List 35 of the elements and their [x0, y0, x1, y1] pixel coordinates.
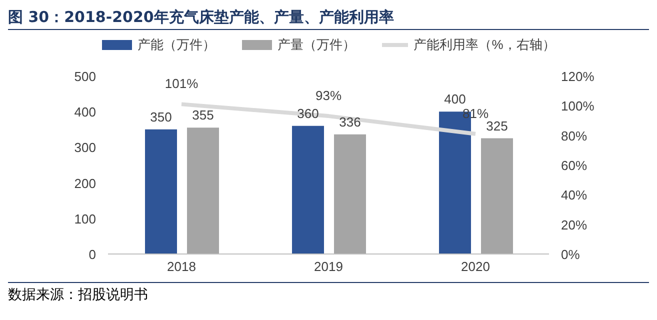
data-label: 101% [164, 76, 199, 92]
y-tick-label: 200 [74, 176, 96, 191]
y-tick-label: 400 [74, 104, 96, 120]
y2-tick-label: 40% [561, 188, 588, 203]
data-label: 81% [462, 106, 489, 121]
data-label: 355 [192, 108, 214, 123]
bar [292, 126, 324, 254]
y2-tick-label: 80% [561, 128, 588, 144]
data-label: 400 [444, 92, 466, 107]
bar [187, 128, 219, 254]
legend-label: 产能（万件） [136, 36, 216, 54]
y-tick-label: 0 [88, 247, 96, 262]
y2-tick-label: 60% [561, 158, 588, 173]
data-label: 350 [150, 109, 172, 124]
y2-tick-label: 100% [561, 98, 595, 114]
y-tick-label: 300 [74, 140, 96, 156]
bar [481, 138, 513, 254]
x-tick-label: 2020 [461, 259, 490, 274]
bar [334, 134, 366, 254]
chart-title: 图 30：2018-2020年充气床垫产能、产量、产能利用率 [8, 8, 649, 30]
data-label: 360 [297, 106, 319, 121]
legend-label: 产能利用率（%，右轴） [412, 36, 556, 54]
y2-tick-label: 0% [561, 247, 580, 262]
source-note: 数据来源：招股说明书 [8, 282, 649, 304]
data-label: 336 [339, 114, 361, 130]
legend-label: 产量（万件） [276, 36, 356, 54]
y2-tick-label: 120% [561, 69, 595, 84]
data-label: 325 [486, 118, 508, 134]
y2-tick-label: 20% [561, 217, 588, 232]
y-tick-label: 100 [74, 211, 96, 226]
x-tick-label: 2018 [167, 259, 196, 274]
data-label: 93% [315, 88, 342, 104]
bar [145, 129, 177, 254]
x-tick-label: 2019 [314, 259, 343, 274]
y-tick-label: 500 [74, 69, 96, 84]
